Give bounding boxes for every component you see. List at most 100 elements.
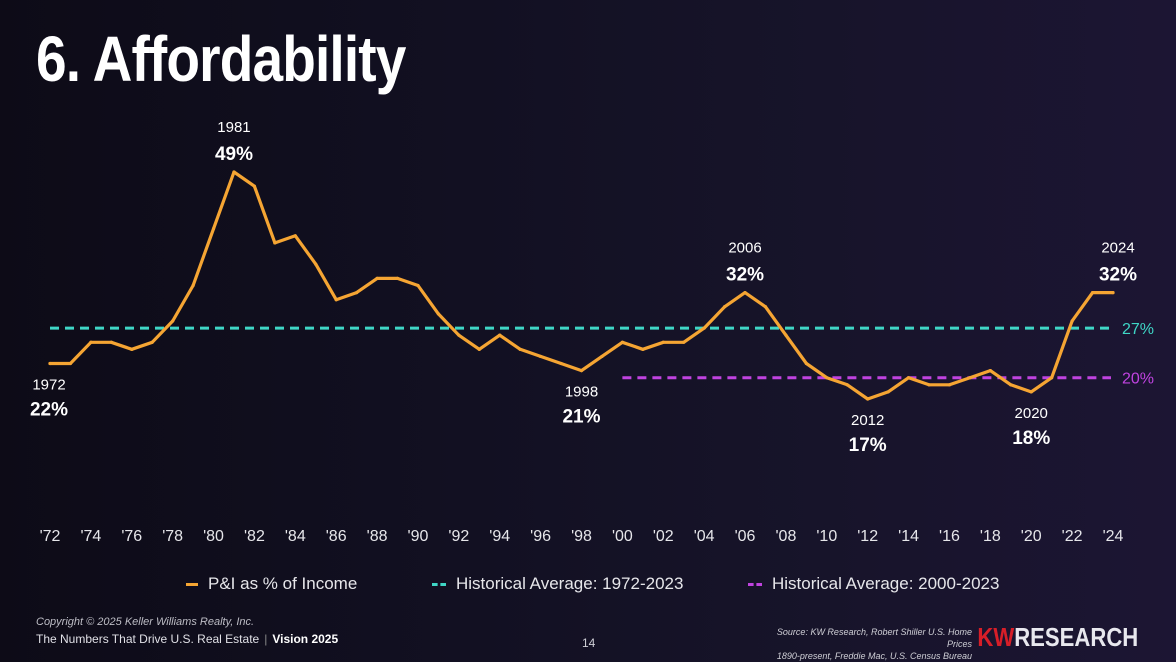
- data-point-1993: [477, 347, 481, 351]
- legend-item-pi: P&I as % of Income: [186, 574, 357, 594]
- data-point-2021: [1050, 376, 1054, 380]
- data-point-1974: [89, 340, 93, 344]
- brand-kw: KW: [977, 622, 1014, 652]
- data-point-2020: [1029, 390, 1033, 394]
- x-tick-label-1976: '76: [121, 528, 142, 545]
- annotation-year-1998: 1998: [565, 384, 598, 401]
- data-point-2016: [947, 383, 952, 387]
- x-tick-label-2020: '20: [1021, 528, 1042, 545]
- x-tick-label-2008: '08: [775, 528, 796, 545]
- annotation-year-1981: 1981: [217, 119, 250, 136]
- page-title: 6. Affordability: [36, 23, 406, 95]
- data-point-2017: [968, 376, 972, 380]
- kw-research-logo: KWRESEARCH: [977, 622, 1138, 653]
- data-point-2001: [641, 347, 645, 351]
- data-point-1973: [68, 361, 73, 366]
- x-tick-label-2018: '18: [980, 528, 1001, 545]
- legend-item-avg-2000: Historical Average: 2000-2023: [748, 574, 999, 594]
- data-point-1995: [518, 347, 522, 351]
- footer-separator: |: [264, 632, 268, 646]
- data-point-1981: [232, 170, 236, 174]
- data-point-1979: [191, 283, 195, 288]
- series-line-pi-income: [48, 170, 1115, 401]
- data-point-2010: [825, 376, 829, 380]
- footer-tagline: The Numbers That Drive U.S. Real Estate: [36, 632, 260, 646]
- data-point-1986: [334, 298, 338, 302]
- legend-swatch-avg-2000: [748, 582, 762, 586]
- x-tick-label-1980: '80: [203, 528, 224, 545]
- data-point-2013: [886, 390, 890, 394]
- data-point-1975: [109, 340, 113, 344]
- copyright-text: Copyright © 2025 Keller Williams Realty,…: [36, 616, 255, 628]
- x-tick-label-2004: '04: [694, 528, 715, 545]
- legend-label-avg-1972: Historical Average: 1972-2023: [456, 574, 684, 593]
- data-point-1998: [579, 369, 584, 373]
- x-tick-label-1998: '98: [571, 528, 592, 545]
- data-point-2007: [763, 305, 768, 309]
- data-point-1972: [48, 361, 52, 366]
- data-point-2011: [845, 383, 849, 387]
- x-tick-label-2014: '14: [898, 528, 919, 545]
- reference-line-label-20: 20%: [1122, 371, 1154, 388]
- annotation-value-1972: 22%: [30, 400, 68, 421]
- x-tick-label-1990: '90: [408, 528, 429, 545]
- x-tick-label-2006: '06: [735, 528, 756, 545]
- data-point-1999: [600, 354, 604, 359]
- data-point-2019: [1009, 383, 1013, 387]
- data-point-2018: [988, 369, 992, 373]
- data-point-2022: [1070, 319, 1074, 323]
- data-point-1987: [355, 290, 359, 295]
- brand-research: RESEARCH: [1013, 622, 1138, 652]
- x-tick-label-1996: '96: [530, 528, 551, 545]
- data-point-2006: [743, 290, 747, 295]
- data-point-2014: [906, 376, 911, 380]
- data-point-1996: [539, 354, 543, 359]
- x-tick-label-1984: '84: [285, 528, 306, 545]
- annotation-year-2024: 2024: [1101, 240, 1134, 257]
- annotation-year-1972: 1972: [32, 377, 65, 394]
- data-point-1982: [252, 184, 257, 188]
- x-tick-label-1994: '94: [489, 528, 510, 545]
- data-point-1988: [375, 276, 379, 281]
- data-point-2023: [1090, 290, 1095, 295]
- page-number: 14: [582, 636, 596, 650]
- x-tick-label-1988: '88: [367, 528, 388, 545]
- data-point-2003: [682, 340, 686, 344]
- x-tick-label-1982: '82: [244, 528, 265, 545]
- annotation-value-1998: 21%: [562, 407, 600, 428]
- data-point-1992: [457, 333, 461, 337]
- data-point-1994: [498, 333, 502, 337]
- annotation-year-2012: 2012: [851, 412, 884, 429]
- data-point-1991: [436, 312, 441, 316]
- data-point-1984: [293, 234, 297, 238]
- annotation-value-2020: 18%: [1012, 428, 1050, 449]
- legend-swatch-pi: [186, 582, 198, 586]
- annotation-value-2006: 32%: [726, 265, 764, 286]
- footer-left: Copyright © 2025 Keller Williams Realty,…: [36, 616, 338, 646]
- data-point-1985: [314, 262, 318, 266]
- source-line-2: 1890-present, Freddie Mac, U.S. Census B…: [776, 651, 972, 661]
- data-point-2005: [722, 305, 727, 309]
- chart-legend: P&I as % of Income Historical Average: 1…: [0, 574, 1176, 596]
- data-point-2024: [1111, 290, 1115, 295]
- x-tick-label-1978: '78: [162, 528, 183, 545]
- data-point-2002: [661, 340, 665, 344]
- data-point-1989: [395, 276, 400, 281]
- annotation-value-1981: 49%: [215, 144, 253, 165]
- data-point-2000: [620, 340, 624, 344]
- x-tick-label-2000: '00: [612, 528, 633, 545]
- legend-swatch-avg-1972: [432, 582, 446, 586]
- x-tick-label-2010: '10: [816, 528, 837, 545]
- x-tick-label-2002: '02: [653, 528, 674, 545]
- data-point-1978: [171, 319, 175, 323]
- data-point-1983: [273, 241, 277, 245]
- source-note: Source: KW Research, Robert Shiller U.S.…: [752, 626, 972, 662]
- footer-edition: Vision 2025: [272, 632, 339, 646]
- x-tick-label-1972: '72: [40, 528, 61, 545]
- annotation-year-2020: 2020: [1015, 405, 1048, 422]
- x-tick-label-2022: '22: [1062, 528, 1083, 545]
- footer-tagline-row: The Numbers That Drive U.S. Real Estate |…: [36, 632, 338, 646]
- annotation-value-2024: 32%: [1099, 265, 1137, 286]
- annotation-value-2012: 17%: [849, 435, 887, 456]
- data-point-2012: [866, 397, 870, 401]
